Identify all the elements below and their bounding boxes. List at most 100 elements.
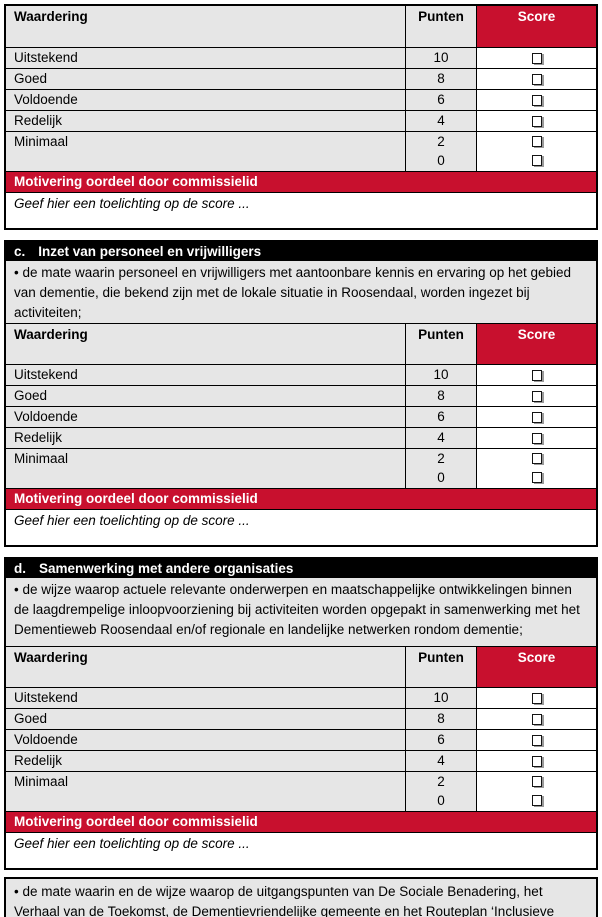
rating-label: Voldoende	[6, 730, 405, 750]
section-d-header-bar: d. Samenwerking met andere organisaties	[6, 559, 596, 578]
score-cell-stack	[476, 449, 596, 488]
checkbox-icon[interactable]	[531, 115, 542, 127]
checkbox-icon[interactable]	[531, 411, 542, 423]
points-value: 4	[405, 111, 476, 131]
points-value: 8	[405, 386, 476, 406]
rating-table: Waardering Punten Score Uitstekend 10 Go…	[4, 4, 598, 230]
rating-label: Minimaal	[6, 772, 405, 811]
score-cell[interactable]	[476, 365, 596, 385]
checkbox-icon[interactable]	[531, 369, 542, 381]
rating-table-c-slot: Waardering Punten Score Uitstekend 10 Go…	[6, 323, 596, 545]
score-cell[interactable]	[476, 751, 596, 771]
motivation-input-area[interactable]: Geef hier een toelichting op de score ..…	[6, 509, 596, 545]
rating-table-d-slot: Waardering Punten Score Uitstekend 10 Go…	[6, 646, 596, 868]
checkbox-icon[interactable]	[531, 795, 542, 806]
checkbox-icon[interactable]	[531, 136, 542, 147]
motivation-placeholder: Geef hier een toelichting op de score ..…	[14, 196, 250, 211]
rating-table-header-row: Waardering Punten Score	[6, 323, 596, 364]
rating-label: Minimaal	[6, 449, 405, 488]
checkbox-icon[interactable]	[531, 472, 542, 483]
table-row-redelijk: Redelijk 4	[6, 110, 596, 131]
rating-label: Redelijk	[6, 111, 405, 131]
score-cell[interactable]	[531, 772, 542, 791]
rating-label: Uitstekend	[6, 48, 405, 68]
motivation-input-area[interactable]: Geef hier een toelichting op de score ..…	[6, 192, 596, 228]
score-column-header: Score	[476, 324, 596, 364]
table-row-minimaal: Minimaal 2 0	[6, 131, 596, 171]
points-value: 8	[405, 709, 476, 729]
rating-label: Voldoende	[6, 90, 405, 110]
rating-table-header-row: Waardering Punten Score	[6, 6, 596, 47]
rating-label: Uitstekend	[6, 365, 405, 385]
score-cell[interactable]	[531, 151, 542, 170]
score-cell[interactable]	[476, 386, 596, 406]
rating-table-top-slot: Waardering Punten Score Uitstekend 10 Go…	[4, 4, 598, 230]
score-cell[interactable]	[476, 48, 596, 68]
points-value: 4	[405, 428, 476, 448]
checkbox-icon[interactable]	[531, 692, 542, 704]
section-d: d. Samenwerking met andere organisaties …	[4, 557, 598, 870]
score-cell[interactable]	[476, 428, 596, 448]
table-row-uitstekend: Uitstekend 10	[6, 47, 596, 68]
rating-label: Goed	[6, 69, 405, 89]
points-value-stack: 2 0	[405, 449, 476, 488]
table-row-goed: Goed 8	[6, 68, 596, 89]
points-column-header: Punten	[405, 647, 476, 687]
checkbox-icon[interactable]	[531, 73, 542, 85]
score-cell-stack	[476, 132, 596, 171]
checkbox-icon[interactable]	[531, 755, 542, 767]
rating-label: Voldoende	[6, 407, 405, 427]
table-row-minimaal: Minimaal 2 0	[6, 771, 596, 811]
table-row-uitstekend: Uitstekend 10	[6, 364, 596, 385]
score-cell[interactable]	[531, 132, 542, 151]
score-cell[interactable]	[476, 90, 596, 110]
checkbox-icon[interactable]	[531, 390, 542, 402]
score-cell[interactable]	[476, 709, 596, 729]
motivation-placeholder: Geef hier een toelichting op de score ..…	[14, 513, 250, 528]
motivation-input-area[interactable]: Geef hier een toelichting op de score ..…	[6, 832, 596, 868]
score-cell[interactable]	[531, 449, 542, 468]
table-row-goed: Goed 8	[6, 385, 596, 406]
motivation-header-bar: Motivering oordeel door commissielid	[6, 488, 596, 509]
score-cell[interactable]	[476, 111, 596, 131]
score-cell[interactable]	[476, 69, 596, 89]
table-row-uitstekend: Uitstekend 10	[6, 687, 596, 708]
points-value: 2	[437, 774, 445, 789]
points-value: 6	[405, 407, 476, 427]
checkbox-icon[interactable]	[531, 432, 542, 444]
score-cell[interactable]	[476, 407, 596, 427]
checkbox-icon[interactable]	[531, 776, 542, 787]
table-row-minimaal: Minimaal 2 0	[6, 448, 596, 488]
checkbox-icon[interactable]	[531, 155, 542, 166]
rating-column-header: Waardering	[6, 324, 405, 364]
rating-label: Redelijk	[6, 751, 405, 771]
rating-label: Goed	[6, 709, 405, 729]
points-value: 8	[405, 69, 476, 89]
rating-table-header-row: Waardering Punten Score	[6, 646, 596, 687]
section-id: d.	[14, 561, 26, 576]
table-row-redelijk: Redelijk 4	[6, 427, 596, 448]
section-c-header-bar: c. Inzet van personeel en vrijwilligers	[6, 242, 596, 261]
checkbox-icon[interactable]	[531, 734, 542, 746]
points-value: 10	[405, 365, 476, 385]
score-cell-stack	[476, 772, 596, 811]
score-cell[interactable]	[531, 791, 542, 810]
rating-column-header: Waardering	[6, 647, 405, 687]
score-cell[interactable]	[476, 730, 596, 750]
checkbox-icon[interactable]	[531, 94, 542, 106]
points-column-header: Punten	[405, 6, 476, 47]
points-value: 2	[437, 451, 445, 466]
checkbox-icon[interactable]	[531, 453, 542, 464]
points-value: 10	[405, 48, 476, 68]
motivation-header-bar: Motivering oordeel door commissielid	[6, 171, 596, 192]
rating-label: Minimaal	[6, 132, 405, 171]
points-value: 6	[405, 730, 476, 750]
rating-label: Goed	[6, 386, 405, 406]
score-cell[interactable]	[476, 688, 596, 708]
score-cell[interactable]	[531, 468, 542, 487]
checkbox-icon[interactable]	[531, 713, 542, 725]
checkbox-icon[interactable]	[531, 52, 542, 64]
points-value: 0	[437, 470, 445, 485]
rating-column-header: Waardering	[6, 6, 405, 47]
